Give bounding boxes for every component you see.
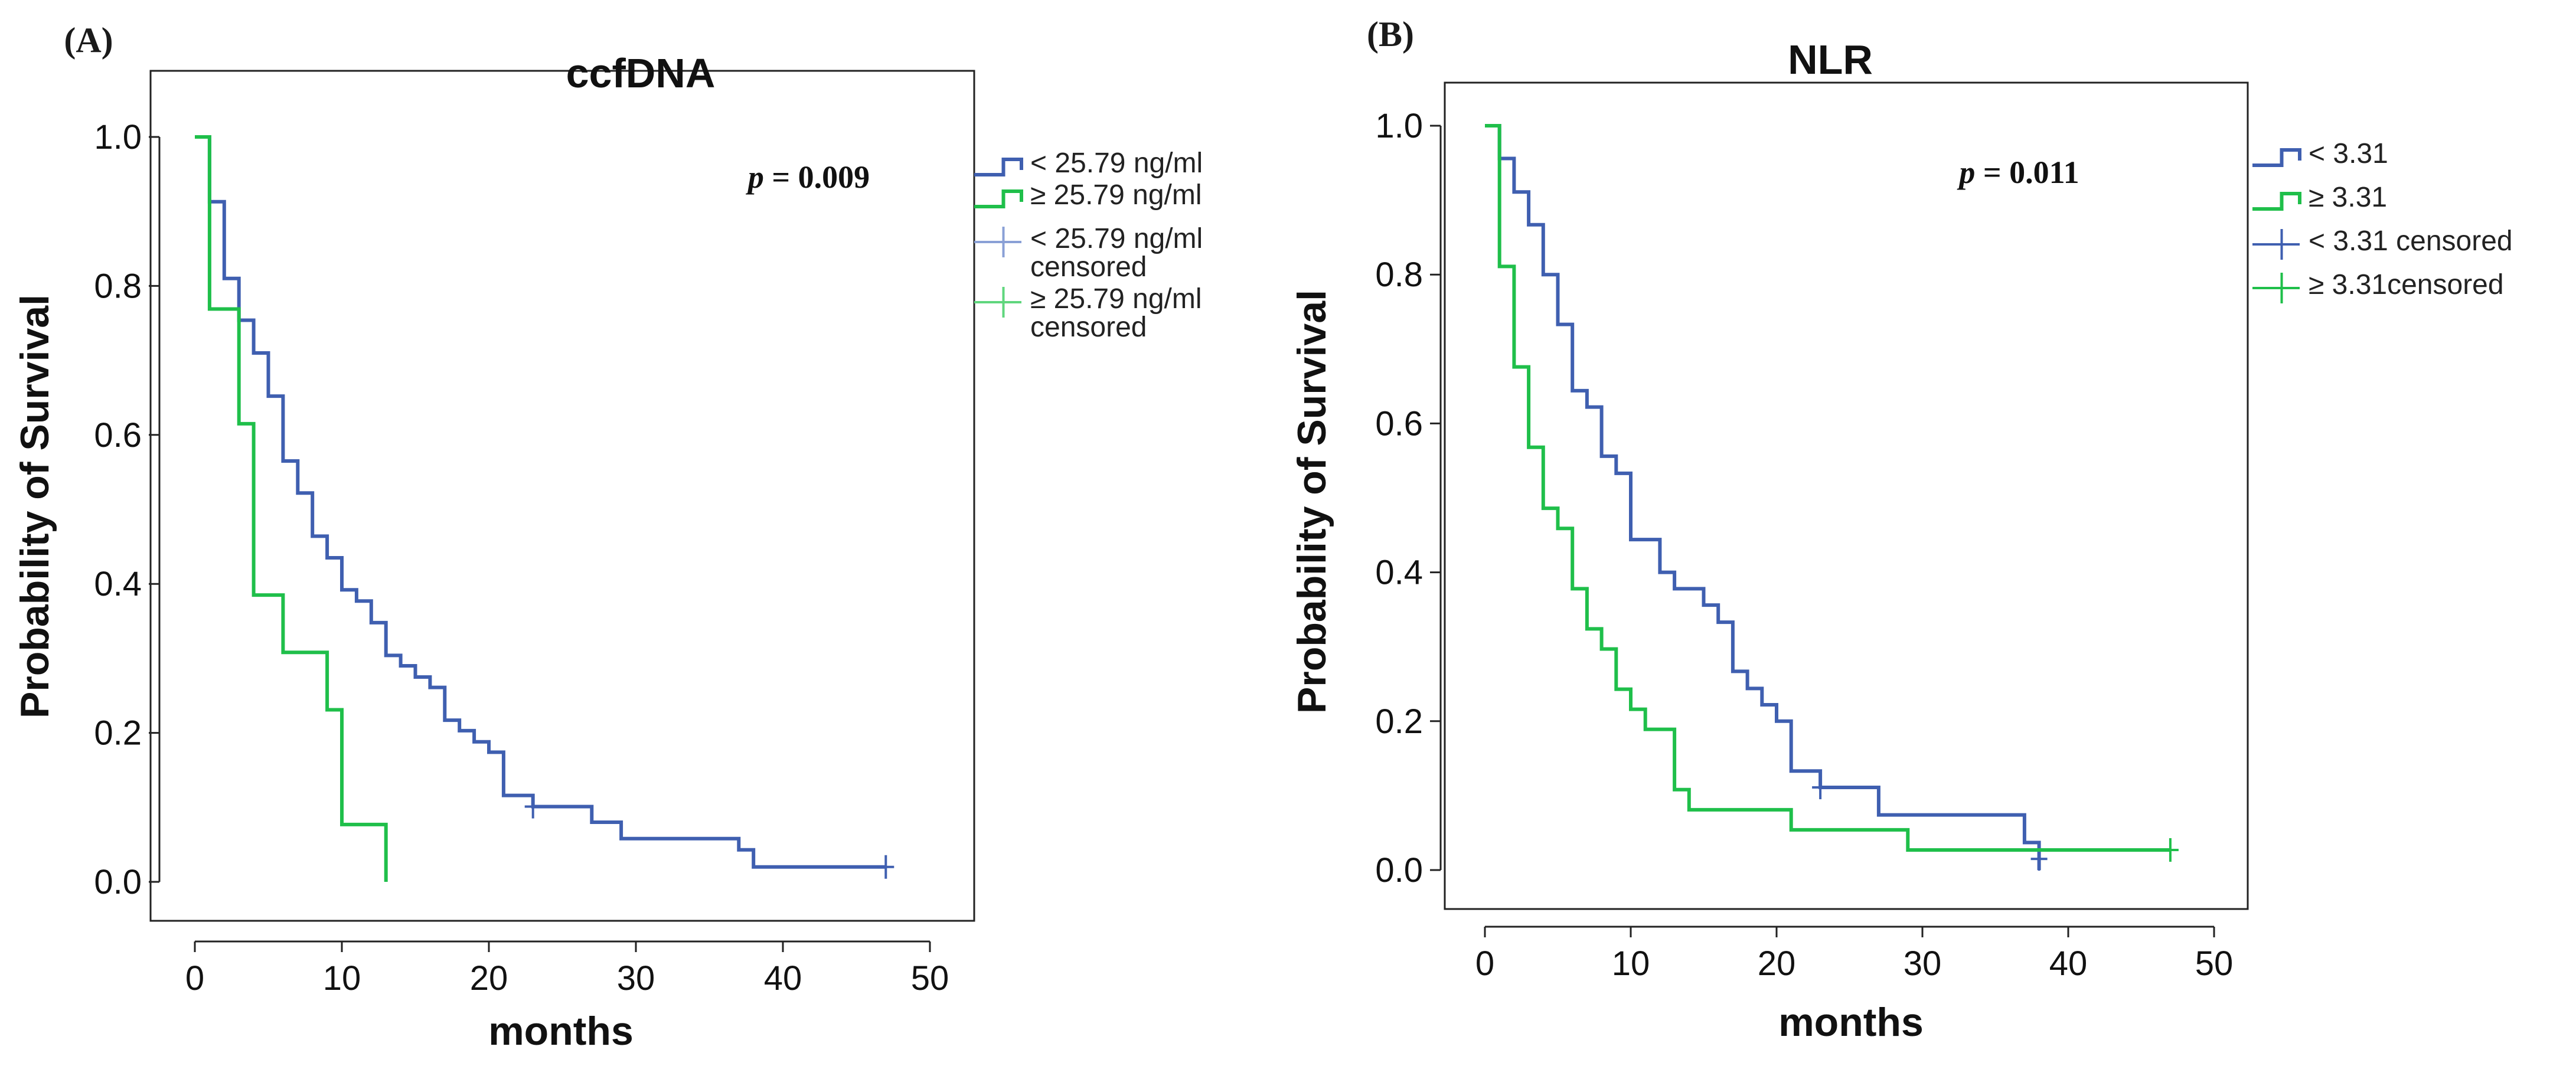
x-tick-label: 50 bbox=[911, 959, 949, 998]
y-tick-label: 0.0 bbox=[1375, 851, 1423, 890]
legend-item: ≥ 3.31censored bbox=[2252, 269, 2504, 303]
km-curve-high bbox=[1485, 124, 2170, 852]
legend-label: < 3.31 bbox=[2309, 138, 2388, 169]
chart-title: NLR bbox=[1788, 37, 1873, 83]
legend-item: ≥ 25.79 ng/ml bbox=[974, 179, 1202, 211]
y-tick-label: 1.0 bbox=[94, 118, 142, 156]
legend-label: ≥ 3.31censored bbox=[2309, 269, 2504, 300]
panel-letter: (B) bbox=[1367, 15, 1414, 54]
censor-mark bbox=[1812, 776, 1829, 800]
y-tick-label: 0.6 bbox=[1375, 404, 1423, 443]
censor-mark bbox=[2162, 838, 2179, 862]
legend-label: ≥ 3.31 bbox=[2309, 182, 2387, 213]
x-tick-label: 20 bbox=[1758, 944, 1796, 983]
y-tick-label: 0.2 bbox=[94, 714, 142, 753]
y-tick-label: 0.8 bbox=[94, 267, 142, 305]
km-panel-ccfdna: (A) ccfDNA 0 10 20 30 40 50 0.0 0.2 0.4 0.6 0.8 1.0 mo… bbox=[12, 21, 1203, 1054]
legend-label: ≥ 25.79 ng/ml bbox=[1030, 283, 1202, 315]
y-axis-label: Probability of Survival bbox=[1289, 290, 1334, 714]
x-tick-label: 30 bbox=[617, 959, 655, 998]
legend-swatch bbox=[974, 189, 1023, 208]
x-tick-label: 0 bbox=[1475, 944, 1494, 983]
x-tick-label: 10 bbox=[1612, 944, 1650, 983]
plot-frame bbox=[1444, 81, 2249, 910]
p-value: p = 0.011 bbox=[1957, 155, 2079, 190]
y-tick-label: 0.2 bbox=[1375, 702, 1423, 741]
y-tick-label: 0.4 bbox=[1375, 554, 1423, 592]
x-tick-label: 0 bbox=[185, 959, 204, 998]
x-tick-label: 40 bbox=[2049, 944, 2088, 983]
y-tick-label: 1.0 bbox=[1375, 107, 1423, 145]
legend: < 25.79 ng/ml≥ 25.79 ng/ml< 25.79 ng/mlc… bbox=[974, 148, 1203, 343]
legend-label: ≥ 25.79 ng/ml bbox=[1030, 179, 1202, 211]
y-tick-label: 0.4 bbox=[94, 565, 142, 603]
plot-frame bbox=[149, 70, 975, 922]
legend-item: < 3.31 censored bbox=[2252, 225, 2513, 260]
legend-swatch bbox=[2252, 148, 2301, 167]
legend-item: < 25.79 ng/ml bbox=[974, 148, 1203, 179]
y-tick-label: 0.6 bbox=[94, 416, 142, 455]
x-axis-label: months bbox=[488, 1009, 634, 1054]
legend-label: < 25.79 ng/ml bbox=[1030, 223, 1203, 254]
legend-swatch bbox=[2252, 192, 2301, 211]
legend-swatch bbox=[974, 158, 1023, 176]
legend: < 3.31 ≥ 3.31 < 3.31 censored ≥ 3.31censore… bbox=[2252, 138, 2513, 303]
y-tick-label: 0.8 bbox=[1375, 256, 1423, 294]
legend-label: < 3.31 censored bbox=[2309, 225, 2513, 257]
x-tick-label: 20 bbox=[470, 959, 508, 998]
p-value: p = 0.009 bbox=[746, 159, 870, 195]
legend-label: < 25.79 ng/ml bbox=[1030, 148, 1203, 179]
censor-mark bbox=[524, 794, 541, 819]
x-tick-label: 50 bbox=[2195, 944, 2234, 983]
legend-label: censored bbox=[1030, 312, 1147, 343]
chart-title: ccfDNA bbox=[566, 50, 716, 96]
km-panel-nlr: (B) NLR 0 10 20 30 40 50 0.0 0.2 0.4 0.6 0.8 1.0 month… bbox=[1289, 15, 2513, 1045]
km-curve-high bbox=[195, 135, 388, 882]
legend-item: < 3.31 bbox=[2252, 138, 2388, 169]
x-tick-label: 10 bbox=[323, 959, 361, 998]
y-axis-label: Probability of Survival bbox=[12, 295, 57, 718]
x-tick-label: 30 bbox=[1904, 944, 1942, 983]
km-curve-low bbox=[195, 135, 886, 869]
km-curve-low bbox=[1485, 124, 2041, 870]
legend-label: censored bbox=[1030, 251, 1147, 283]
x-axis-label: months bbox=[1778, 1000, 1924, 1045]
legend-item: ≥ 3.31 bbox=[2252, 182, 2387, 213]
panel-letter: (A) bbox=[64, 21, 113, 60]
y-tick-label: 0.0 bbox=[94, 863, 142, 901]
x-tick-label: 40 bbox=[764, 959, 802, 998]
censor-mark bbox=[877, 855, 894, 879]
